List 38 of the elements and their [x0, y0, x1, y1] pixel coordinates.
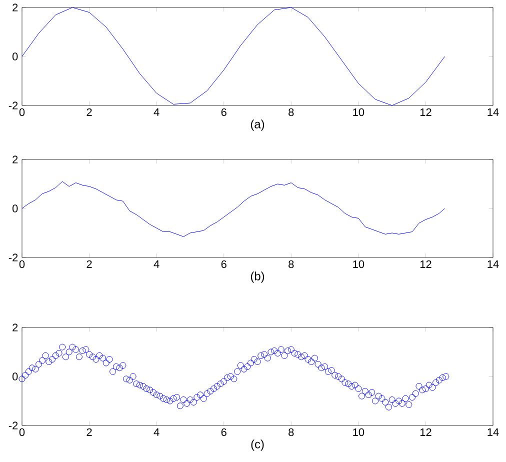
y-tick-label: -2: [8, 101, 18, 110]
y-tick-label: -2: [8, 253, 18, 262]
x-tick-label: 12: [420, 260, 432, 268]
x-tick-label: 14: [488, 260, 499, 268]
y-tick-label: 2: [12, 323, 18, 332]
x-tick-label: 2: [86, 260, 92, 268]
x-tick-label: 10: [353, 260, 364, 268]
x-tick-label: 10: [353, 428, 364, 436]
x-tick-label: 0: [19, 428, 25, 436]
x-axis-title: (c): [251, 439, 264, 450]
x-tick-label: 12: [420, 428, 432, 436]
y-tick-label: 0: [12, 52, 18, 60]
x-tick-label: 14: [488, 108, 499, 116]
x-tick-label: 0: [19, 260, 25, 268]
x-axis-title: (a): [250, 119, 264, 130]
x-tick-label: 6: [221, 260, 226, 268]
y-tick-label: 0: [12, 204, 18, 212]
x-tick-label: 6: [221, 108, 226, 116]
y-tick-label: 0: [12, 372, 18, 380]
x-tick-label: 4: [154, 428, 160, 436]
x-tick-label: 8: [288, 428, 294, 436]
x-tick-label: 6: [221, 428, 226, 436]
x-tick-label: 4: [154, 260, 160, 268]
x-tick-label: 2: [86, 108, 92, 116]
y-tick-label: -2: [8, 421, 18, 430]
line-series: [22, 7, 446, 106]
line-series: [22, 181, 446, 237]
x-axis-title: (b): [250, 271, 264, 282]
x-tick-label: 0: [19, 108, 25, 116]
x-tick-label: 2: [86, 428, 92, 436]
x-tick-label: 10: [353, 108, 364, 116]
y-tick-label: 2: [12, 3, 18, 12]
x-tick-label: 12: [420, 108, 432, 116]
y-tick-label: 2: [12, 155, 18, 164]
x-tick-label: 14: [488, 428, 499, 436]
x-tick-label: 8: [288, 260, 294, 268]
x-tick-label: 4: [154, 108, 160, 116]
x-tick-label: 8: [288, 108, 294, 116]
